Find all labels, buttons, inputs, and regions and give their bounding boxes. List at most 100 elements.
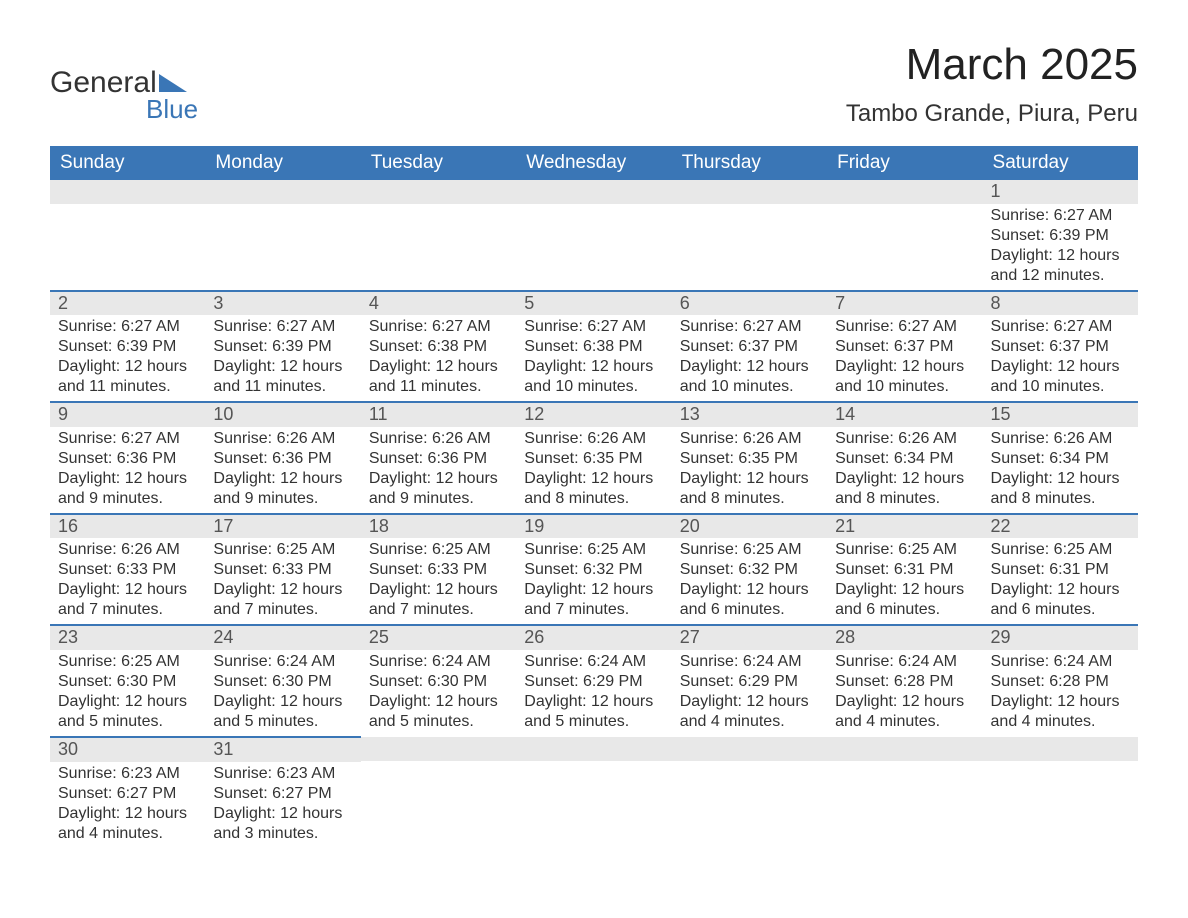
calendar-cell — [516, 180, 671, 291]
daylight2-line: and 7 minutes. — [524, 600, 663, 620]
sunset-line: Sunset: 6:29 PM — [680, 672, 819, 692]
daylight1-line: Daylight: 12 hours — [680, 357, 819, 377]
sunrise-line: Sunrise: 6:25 AM — [835, 540, 974, 560]
weekday-header: Friday — [827, 146, 982, 180]
weekday-header: Saturday — [983, 146, 1138, 180]
calendar-cell: 18Sunrise: 6:25 AMSunset: 6:33 PMDayligh… — [361, 514, 516, 626]
sunrise-line: Sunrise: 6:24 AM — [680, 652, 819, 672]
logo-text-blue: Blue — [146, 94, 198, 125]
calendar-body: 1Sunrise: 6:27 AMSunset: 6:39 PMDaylight… — [50, 180, 1138, 848]
sunrise-line: Sunrise: 6:24 AM — [369, 652, 508, 672]
sunrise-line: Sunrise: 6:27 AM — [524, 317, 663, 337]
daylight2-line: and 9 minutes. — [369, 489, 508, 509]
daylight2-line: and 4 minutes. — [680, 712, 819, 732]
day-body: Sunrise: 6:25 AMSunset: 6:31 PMDaylight:… — [983, 538, 1138, 624]
day-body: Sunrise: 6:26 AMSunset: 6:33 PMDaylight:… — [50, 538, 205, 624]
day-body: Sunrise: 6:27 AMSunset: 6:39 PMDaylight:… — [983, 204, 1138, 290]
calendar-cell: 14Sunrise: 6:26 AMSunset: 6:34 PMDayligh… — [827, 402, 982, 514]
sunset-line: Sunset: 6:30 PM — [369, 672, 508, 692]
daylight2-line: and 10 minutes. — [680, 377, 819, 397]
sunset-line: Sunset: 6:35 PM — [524, 449, 663, 469]
daylight1-line: Daylight: 12 hours — [524, 692, 663, 712]
day-body: Sunrise: 6:26 AMSunset: 6:35 PMDaylight:… — [672, 427, 827, 513]
day-number — [827, 180, 982, 204]
daylight2-line: and 7 minutes. — [213, 600, 352, 620]
sunrise-line: Sunrise: 6:26 AM — [213, 429, 352, 449]
day-number — [672, 737, 827, 761]
daylight1-line: Daylight: 12 hours — [58, 469, 197, 489]
calendar-cell: 9Sunrise: 6:27 AMSunset: 6:36 PMDaylight… — [50, 402, 205, 514]
day-number: 28 — [827, 626, 982, 650]
daylight1-line: Daylight: 12 hours — [213, 357, 352, 377]
day-number: 3 — [205, 292, 360, 316]
day-number: 16 — [50, 515, 205, 539]
calendar-cell: 1Sunrise: 6:27 AMSunset: 6:39 PMDaylight… — [983, 180, 1138, 291]
sunrise-line: Sunrise: 6:27 AM — [991, 317, 1130, 337]
day-number: 2 — [50, 292, 205, 316]
day-body: Sunrise: 6:24 AMSunset: 6:29 PMDaylight:… — [672, 650, 827, 736]
daylight2-line: and 10 minutes. — [524, 377, 663, 397]
calendar-week-row: 16Sunrise: 6:26 AMSunset: 6:33 PMDayligh… — [50, 514, 1138, 626]
daylight1-line: Daylight: 12 hours — [524, 580, 663, 600]
daylight2-line: and 4 minutes. — [835, 712, 974, 732]
calendar-cell — [827, 737, 982, 848]
daylight1-line: Daylight: 12 hours — [369, 692, 508, 712]
day-number: 27 — [672, 626, 827, 650]
day-body: Sunrise: 6:27 AMSunset: 6:37 PMDaylight:… — [672, 315, 827, 401]
day-body: Sunrise: 6:26 AMSunset: 6:36 PMDaylight:… — [361, 427, 516, 513]
day-number: 19 — [516, 515, 671, 539]
daylight1-line: Daylight: 12 hours — [680, 692, 819, 712]
day-body: Sunrise: 6:27 AMSunset: 6:39 PMDaylight:… — [50, 315, 205, 401]
sunrise-line: Sunrise: 6:25 AM — [524, 540, 663, 560]
day-number: 18 — [361, 515, 516, 539]
calendar-week-row: 2Sunrise: 6:27 AMSunset: 6:39 PMDaylight… — [50, 291, 1138, 403]
sunset-line: Sunset: 6:28 PM — [991, 672, 1130, 692]
sunset-line: Sunset: 6:27 PM — [58, 784, 197, 804]
day-number: 8 — [983, 292, 1138, 316]
day-body: Sunrise: 6:24 AMSunset: 6:28 PMDaylight:… — [983, 650, 1138, 736]
calendar-cell: 27Sunrise: 6:24 AMSunset: 6:29 PMDayligh… — [672, 625, 827, 737]
calendar-week-row: 9Sunrise: 6:27 AMSunset: 6:36 PMDaylight… — [50, 402, 1138, 514]
calendar-cell — [50, 180, 205, 291]
day-body: Sunrise: 6:24 AMSunset: 6:30 PMDaylight:… — [361, 650, 516, 736]
calendar-cell: 3Sunrise: 6:27 AMSunset: 6:39 PMDaylight… — [205, 291, 360, 403]
day-number: 21 — [827, 515, 982, 539]
daylight2-line: and 5 minutes. — [524, 712, 663, 732]
day-body: Sunrise: 6:24 AMSunset: 6:29 PMDaylight:… — [516, 650, 671, 736]
calendar-week-row: 30Sunrise: 6:23 AMSunset: 6:27 PMDayligh… — [50, 737, 1138, 848]
daylight2-line: and 9 minutes. — [58, 489, 197, 509]
sunrise-line: Sunrise: 6:27 AM — [680, 317, 819, 337]
daylight1-line: Daylight: 12 hours — [213, 804, 352, 824]
calendar-cell — [827, 180, 982, 291]
calendar-cell: 31Sunrise: 6:23 AMSunset: 6:27 PMDayligh… — [205, 737, 360, 848]
daylight1-line: Daylight: 12 hours — [991, 357, 1130, 377]
daylight1-line: Daylight: 12 hours — [58, 692, 197, 712]
calendar-cell — [983, 737, 1138, 848]
day-body: Sunrise: 6:24 AMSunset: 6:28 PMDaylight:… — [827, 650, 982, 736]
sunset-line: Sunset: 6:36 PM — [369, 449, 508, 469]
daylight2-line: and 11 minutes. — [213, 377, 352, 397]
sunset-line: Sunset: 6:38 PM — [524, 337, 663, 357]
sunrise-line: Sunrise: 6:24 AM — [213, 652, 352, 672]
sunset-line: Sunset: 6:30 PM — [213, 672, 352, 692]
day-number: 11 — [361, 403, 516, 427]
day-body: Sunrise: 6:26 AMSunset: 6:34 PMDaylight:… — [983, 427, 1138, 513]
sunset-line: Sunset: 6:35 PM — [680, 449, 819, 469]
day-body: Sunrise: 6:24 AMSunset: 6:30 PMDaylight:… — [205, 650, 360, 736]
day-body: Sunrise: 6:26 AMSunset: 6:36 PMDaylight:… — [205, 427, 360, 513]
sunset-line: Sunset: 6:30 PM — [58, 672, 197, 692]
sunrise-line: Sunrise: 6:25 AM — [58, 652, 197, 672]
sunrise-line: Sunrise: 6:25 AM — [369, 540, 508, 560]
day-number: 30 — [50, 738, 205, 762]
day-number: 31 — [205, 738, 360, 762]
sunset-line: Sunset: 6:39 PM — [58, 337, 197, 357]
day-body: Sunrise: 6:25 AMSunset: 6:33 PMDaylight:… — [205, 538, 360, 624]
daylight2-line: and 8 minutes. — [680, 489, 819, 509]
sunset-line: Sunset: 6:34 PM — [991, 449, 1130, 469]
calendar-cell: 21Sunrise: 6:25 AMSunset: 6:31 PMDayligh… — [827, 514, 982, 626]
sunrise-line: Sunrise: 6:26 AM — [991, 429, 1130, 449]
sunrise-line: Sunrise: 6:27 AM — [369, 317, 508, 337]
sunrise-line: Sunrise: 6:26 AM — [524, 429, 663, 449]
daylight1-line: Daylight: 12 hours — [835, 580, 974, 600]
day-number: 29 — [983, 626, 1138, 650]
